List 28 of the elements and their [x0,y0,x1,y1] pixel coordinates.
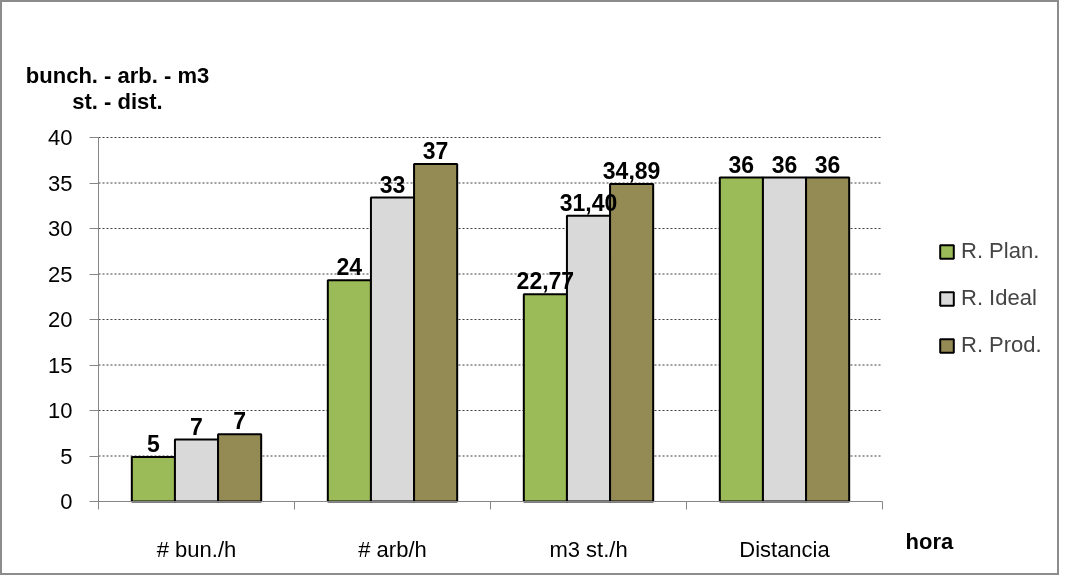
y-tick-label: 30 [48,216,73,241]
legend-label: R. Plan. [961,238,1040,264]
y-tick-label: 25 [48,261,73,287]
legend-label: R. Prod. [961,332,1042,358]
data-label: 36 [728,151,755,178]
data-label: 5 [146,430,160,457]
x-tick-label: # bun./h [156,536,237,562]
y-tick-label: 10 [48,398,73,423]
x-tick-label: Distancia [739,536,831,562]
data-label: 7 [190,413,203,440]
y-axis-title: bunch. - arb. - m3 st. - dist. [25,63,210,114]
y-tick-label: 40 [48,125,73,150]
x-tick-label: m3 st./h [549,536,628,562]
data-label: 36 [771,151,798,178]
y-tick-label: 35 [48,170,73,196]
y-tick-label: 15 [48,352,73,378]
data-label: 24 [336,254,363,281]
data-label: 33 [379,171,406,198]
data-label: 36 [814,151,841,178]
x-axis-title: hora [905,529,954,554]
data-label: 37 [422,137,449,164]
legend-label: R. Ideal [961,285,1037,311]
x-tick-label: # arb/h [358,536,427,562]
y-tick-label: 5 [60,443,73,469]
y-tick-label: 20 [48,307,73,332]
data-label: 34,89 [602,158,661,184]
data-label: 7 [233,408,247,435]
y-tick-label: 0 [60,489,73,514]
